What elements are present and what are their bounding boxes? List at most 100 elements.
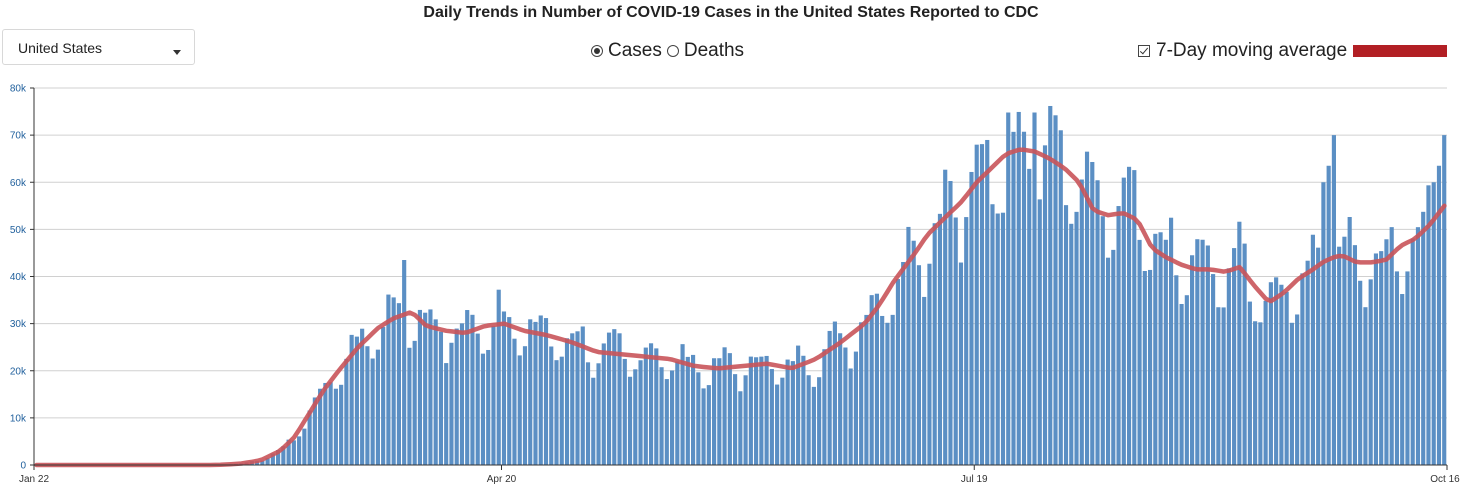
case-bar[interactable] bbox=[1253, 321, 1258, 465]
case-bar[interactable] bbox=[1100, 216, 1105, 465]
case-bar[interactable] bbox=[307, 410, 312, 465]
case-bar[interactable] bbox=[549, 346, 554, 465]
case-bar[interactable] bbox=[318, 388, 323, 465]
case-bar[interactable] bbox=[1358, 280, 1363, 465]
case-bar[interactable] bbox=[386, 294, 391, 465]
case-bar[interactable] bbox=[948, 181, 953, 465]
case-bar[interactable] bbox=[822, 349, 827, 465]
case-bar[interactable] bbox=[575, 331, 580, 465]
case-bar[interactable] bbox=[365, 346, 370, 465]
case-bar[interactable] bbox=[680, 344, 685, 465]
case-bar[interactable] bbox=[1415, 227, 1421, 465]
case-bar[interactable] bbox=[381, 327, 386, 465]
case-bar[interactable] bbox=[312, 397, 317, 465]
case-bar[interactable] bbox=[1037, 199, 1042, 465]
case-bar[interactable] bbox=[1426, 185, 1431, 465]
case-bar[interactable] bbox=[843, 347, 848, 465]
case-bar[interactable] bbox=[1226, 268, 1231, 465]
case-bar[interactable] bbox=[706, 385, 711, 465]
case-bar[interactable] bbox=[1221, 307, 1226, 465]
case-bar[interactable] bbox=[570, 333, 575, 465]
case-bar[interactable] bbox=[281, 446, 286, 465]
case-bar[interactable] bbox=[1042, 145, 1048, 465]
case-bar[interactable] bbox=[1431, 182, 1436, 465]
case-bar[interactable] bbox=[696, 372, 701, 465]
case-bar[interactable] bbox=[964, 217, 969, 465]
case-bar[interactable] bbox=[606, 332, 612, 465]
case-bar[interactable] bbox=[1331, 135, 1336, 465]
case-bar[interactable] bbox=[449, 342, 454, 465]
case-bar[interactable] bbox=[738, 391, 743, 465]
case-bar[interactable] bbox=[1394, 271, 1400, 465]
case-bar[interactable] bbox=[937, 213, 943, 465]
case-bar[interactable] bbox=[659, 367, 664, 465]
case-bar[interactable] bbox=[517, 355, 522, 465]
case-bar[interactable] bbox=[638, 360, 643, 465]
case-bar[interactable] bbox=[722, 347, 727, 465]
case-bar[interactable] bbox=[874, 293, 879, 465]
case-bar[interactable] bbox=[423, 312, 428, 465]
case-bar[interactable] bbox=[801, 355, 806, 465]
case-bar[interactable] bbox=[1295, 314, 1300, 465]
case-bar[interactable] bbox=[780, 377, 785, 465]
case-bar[interactable] bbox=[444, 363, 449, 465]
case-bar[interactable] bbox=[1368, 279, 1373, 465]
case-bar[interactable] bbox=[1258, 322, 1263, 465]
case-bar[interactable] bbox=[486, 349, 491, 465]
case-bar[interactable] bbox=[943, 169, 948, 465]
case-bar[interactable] bbox=[974, 144, 979, 466]
case-bar[interactable] bbox=[827, 330, 832, 465]
case-bar[interactable] bbox=[1200, 239, 1205, 465]
case-bar[interactable] bbox=[806, 375, 811, 465]
case-bar[interactable] bbox=[717, 358, 722, 465]
case-bar[interactable] bbox=[391, 297, 396, 465]
case-bar[interactable] bbox=[1310, 234, 1315, 465]
case-bar[interactable] bbox=[1363, 307, 1368, 465]
case-bar[interactable] bbox=[297, 436, 302, 465]
case-bar[interactable] bbox=[759, 356, 764, 465]
case-bar[interactable] bbox=[985, 139, 990, 465]
case-bar[interactable] bbox=[528, 319, 533, 465]
case-bar[interactable] bbox=[596, 363, 601, 465]
case-bar[interactable] bbox=[1384, 239, 1389, 465]
case-bar[interactable] bbox=[496, 289, 501, 465]
case-bar[interactable] bbox=[1305, 260, 1310, 465]
case-bar[interactable] bbox=[633, 369, 638, 465]
case-bar[interactable] bbox=[360, 328, 365, 465]
radio-cases[interactable]: Cases bbox=[591, 40, 662, 62]
case-bar[interactable] bbox=[785, 359, 790, 465]
case-bar[interactable] bbox=[1279, 284, 1284, 465]
case-bar[interactable] bbox=[654, 348, 659, 465]
case-bar[interactable] bbox=[1410, 238, 1415, 465]
case-bar[interactable] bbox=[260, 460, 265, 465]
case-bar[interactable] bbox=[727, 353, 732, 465]
case-bar[interactable] bbox=[927, 263, 932, 465]
case-bar[interactable] bbox=[333, 388, 338, 465]
case-bar[interactable] bbox=[1137, 239, 1142, 465]
case-bar[interactable] bbox=[1316, 247, 1321, 465]
case-bar[interactable] bbox=[1184, 295, 1189, 465]
case-bar[interactable] bbox=[817, 377, 822, 465]
case-bar[interactable] bbox=[712, 358, 717, 465]
case-bar[interactable] bbox=[922, 296, 927, 465]
case-bar[interactable] bbox=[932, 223, 937, 465]
case-bar[interactable] bbox=[370, 358, 375, 465]
case-bar[interactable] bbox=[648, 343, 654, 465]
case-bar[interactable] bbox=[1053, 115, 1058, 466]
case-bar[interactable] bbox=[1153, 233, 1158, 465]
case-bar[interactable] bbox=[276, 450, 281, 465]
case-bar[interactable] bbox=[669, 370, 675, 465]
case-bar[interactable] bbox=[1063, 205, 1069, 465]
case-bar[interactable] bbox=[396, 303, 401, 465]
case-bar[interactable] bbox=[1032, 112, 1037, 465]
case-bar[interactable] bbox=[969, 171, 974, 465]
case-bar[interactable] bbox=[890, 314, 895, 465]
case-bar[interactable] bbox=[1263, 300, 1268, 465]
case-bar[interactable] bbox=[627, 376, 633, 465]
case-bar[interactable] bbox=[1405, 271, 1410, 465]
case-bar[interactable] bbox=[1268, 282, 1273, 465]
case-bar[interactable] bbox=[685, 356, 690, 465]
case-bar[interactable] bbox=[1237, 221, 1242, 465]
location-dropdown[interactable]: United States bbox=[2, 29, 195, 65]
case-bar[interactable] bbox=[1169, 217, 1174, 465]
